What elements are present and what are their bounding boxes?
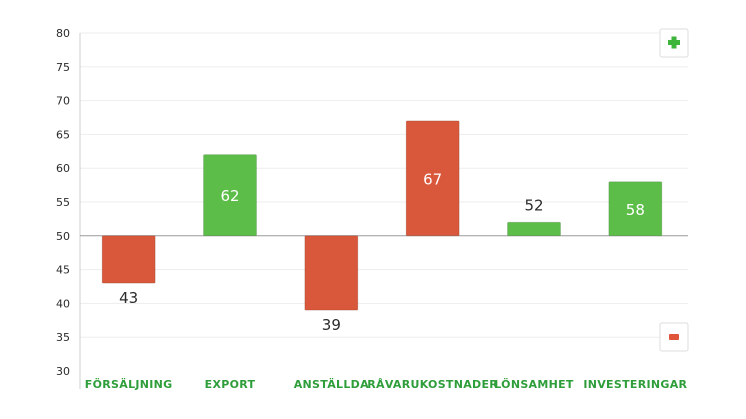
y-tick-label: 30 [56, 365, 70, 378]
bar [101, 235, 156, 284]
indicator-layer [659, 28, 689, 352]
y-tick-label: 75 [56, 61, 70, 74]
y-tick-label: 80 [56, 27, 70, 40]
y-tick-label: 70 [56, 95, 70, 108]
data-label: 43 [119, 289, 138, 307]
y-tick-label: 40 [56, 297, 70, 310]
x-category-label: INVESTERINGAR [583, 378, 687, 391]
data-label: 67 [423, 170, 442, 188]
x-category-label: ANSTÄLLDA [294, 377, 369, 391]
label-layer: 80 75 70 65 60 55 50 45 40 35 30 43 FÖRSÄLJNING 62 EXP… [56, 27, 687, 391]
y-tick-label: 60 [56, 162, 70, 175]
axis-layer [79, 33, 688, 389]
grid-layer [80, 32, 688, 338]
x-category-label: EXPORT [205, 378, 256, 391]
data-label: 58 [626, 201, 645, 219]
bar [304, 235, 359, 311]
bar-layer [101, 120, 663, 311]
plus-icon-vertical [671, 36, 677, 49]
y-tick-label: 50 [56, 230, 70, 243]
x-category-label: LÖNSAMHET [494, 377, 574, 391]
x-category-label: FÖRSÄLJNING [85, 377, 173, 391]
x-category-label: RÅVARUKOSTNADER [367, 378, 498, 391]
y-tick-label: 55 [56, 196, 70, 209]
data-label: 52 [524, 196, 543, 214]
y-tick-label: 45 [56, 264, 70, 277]
bar [608, 181, 663, 237]
y-tick-label: 35 [56, 331, 70, 344]
minus-icon [669, 334, 679, 340]
bar [405, 120, 460, 237]
data-label: 62 [220, 187, 239, 205]
data-label: 39 [322, 316, 341, 334]
y-tick-label: 65 [56, 128, 70, 141]
bar [507, 221, 561, 237]
bar [203, 154, 257, 237]
